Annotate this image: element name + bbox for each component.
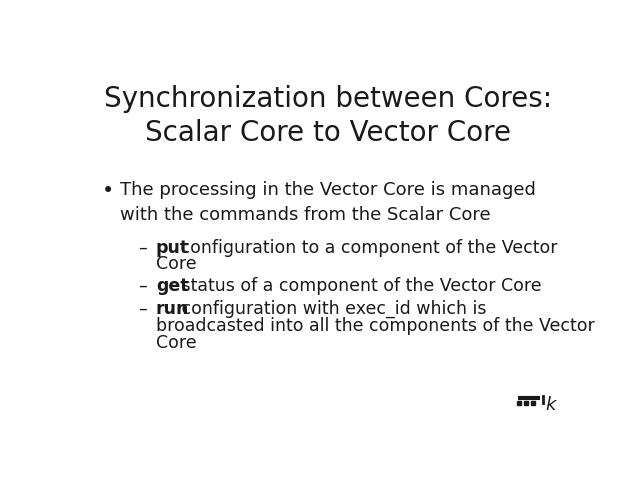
Text: –: – xyxy=(138,277,147,295)
Text: The processing in the Vector Core is managed
with the commands from the Scalar C: The processing in the Vector Core is man… xyxy=(120,181,536,224)
Text: Synchronization between Cores:
Scalar Core to Vector Core: Synchronization between Cores: Scalar Co… xyxy=(104,84,552,147)
Text: –: – xyxy=(138,239,147,256)
Text: run: run xyxy=(156,300,189,318)
Text: Core: Core xyxy=(156,255,196,274)
Text: configuration with exec_id which is: configuration with exec_id which is xyxy=(176,300,486,318)
Text: get: get xyxy=(156,277,188,295)
Text: k: k xyxy=(546,396,556,414)
Text: configuration to a component of the Vector: configuration to a component of the Vect… xyxy=(175,239,557,256)
Text: •: • xyxy=(102,181,114,201)
Text: broadcasted into all the components of the Vector: broadcasted into all the components of t… xyxy=(156,317,595,335)
Text: put: put xyxy=(156,239,189,256)
Text: –: – xyxy=(138,300,147,318)
Text: status of a component of the Vector Core: status of a component of the Vector Core xyxy=(176,277,541,295)
Text: Core: Core xyxy=(156,334,196,352)
